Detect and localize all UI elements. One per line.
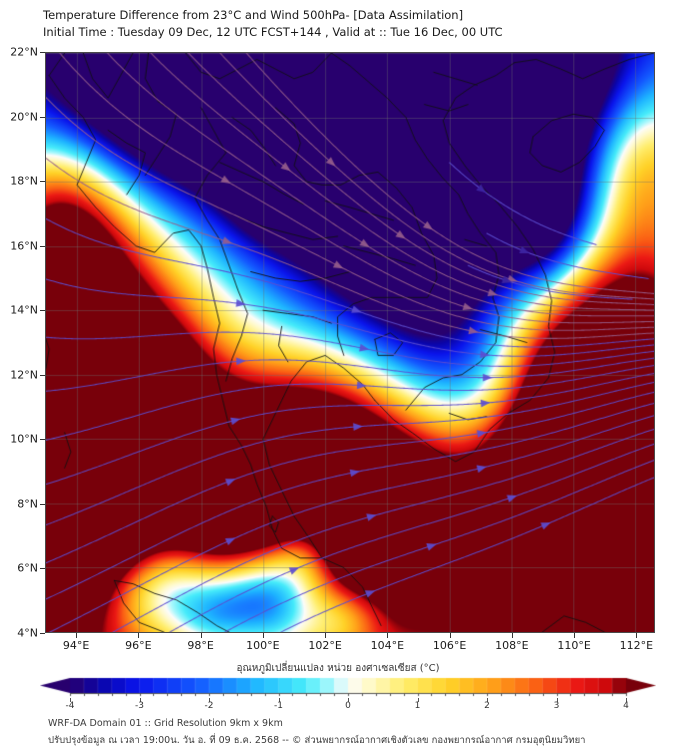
colorbar-tick-label: 1	[414, 701, 421, 711]
x-axis-label: 100°E	[246, 639, 280, 652]
y-axis-label: 6°N	[17, 561, 38, 575]
x-axis-label: 108°E	[495, 639, 529, 652]
x-axis-tick	[449, 633, 451, 638]
colorbar-major-tick	[209, 698, 210, 702]
x-axis-tick	[636, 633, 638, 638]
colorbar-major-tick	[348, 698, 349, 702]
y-axis-label: 16°N	[10, 239, 38, 253]
colorbar-major-tick	[487, 698, 488, 702]
y-axis-tick	[40, 245, 45, 247]
x-axis-label: 96°E	[125, 639, 152, 652]
x-axis-label: 104°E	[370, 639, 405, 652]
colorbar-tick-label: 3	[553, 701, 560, 711]
x-axis-label: 112°E	[619, 639, 654, 652]
x-axis-label: 110°E	[557, 639, 591, 652]
y-axis-tick	[40, 374, 45, 376]
colorbar-tick-label: -1	[274, 701, 283, 711]
temperature-field	[46, 53, 654, 632]
y-axis-label: 12°N	[10, 368, 38, 382]
colorbar-caption: อุณหภูมิเปลี่ยนแปลง หน่วย องศาเซลเซียส (…	[236, 663, 440, 674]
y-axis-label: 4°N	[17, 626, 38, 640]
colorbar-major-tick	[626, 698, 627, 702]
colorbar-major-tick	[417, 698, 419, 702]
footer-line-2: ปรับปรุงข้อมูล ณ เวลา 19:00น. วัน อ. ที่…	[48, 735, 586, 746]
y-axis-tick	[40, 568, 45, 570]
x-axis-label: 94°E	[62, 639, 90, 652]
y-axis-label: 18°N	[10, 174, 38, 188]
colorbar-major-tick	[70, 698, 71, 702]
figure-title: Temperature Difference from 23°C and Win…	[43, 7, 643, 41]
title-line-1: Temperature Difference from 23°C and Win…	[43, 8, 464, 22]
map-plot-area	[45, 52, 655, 633]
y-axis-label: 14°N	[10, 303, 38, 317]
colorbar-major-tick	[139, 698, 141, 702]
x-axis-tick	[574, 633, 576, 638]
x-axis-tick	[325, 633, 327, 638]
y-axis-tick	[40, 310, 45, 312]
y-axis-tick	[40, 439, 45, 441]
y-axis-tick	[40, 633, 45, 634]
x-axis-tick	[262, 633, 264, 638]
y-axis-label: 10°N	[10, 432, 38, 446]
colorbar-tick-label: -4	[65, 701, 75, 711]
title-line-2: Initial Time : Tuesday 09 Dec, 12 UTC FC…	[43, 25, 503, 39]
colorbar-tick-label: -3	[135, 701, 144, 711]
footer-line-1: WRF-DA Domain 01 :: Grid Resolution 9km …	[48, 718, 283, 729]
x-axis-label: 106°E	[432, 639, 467, 652]
x-axis-tick	[200, 633, 202, 638]
y-axis-tick	[40, 503, 45, 505]
x-axis-tick	[387, 633, 389, 638]
y-axis-label: 20°N	[10, 110, 38, 124]
y-axis-label: 8°N	[17, 497, 38, 511]
y-axis-tick	[40, 181, 45, 183]
colorbar-tick-label: 4	[623, 701, 629, 711]
colorbar-major-tick	[278, 698, 280, 702]
x-axis-tick	[511, 633, 513, 638]
x-axis-tick	[138, 633, 140, 638]
y-axis-label: 22°N	[10, 45, 38, 59]
colorbar-tick-label: 0	[345, 701, 351, 711]
x-axis-label: 98°E	[187, 639, 214, 652]
colorbar-tick-label: 2	[484, 701, 490, 711]
y-axis-tick	[40, 52, 45, 53]
colorbar-tick-label: -2	[204, 701, 214, 711]
colorbar	[40, 676, 656, 698]
x-axis-tick	[76, 633, 78, 638]
y-axis-tick	[40, 116, 45, 118]
x-axis-label: 102°E	[308, 639, 342, 652]
colorbar-major-tick	[556, 698, 558, 702]
